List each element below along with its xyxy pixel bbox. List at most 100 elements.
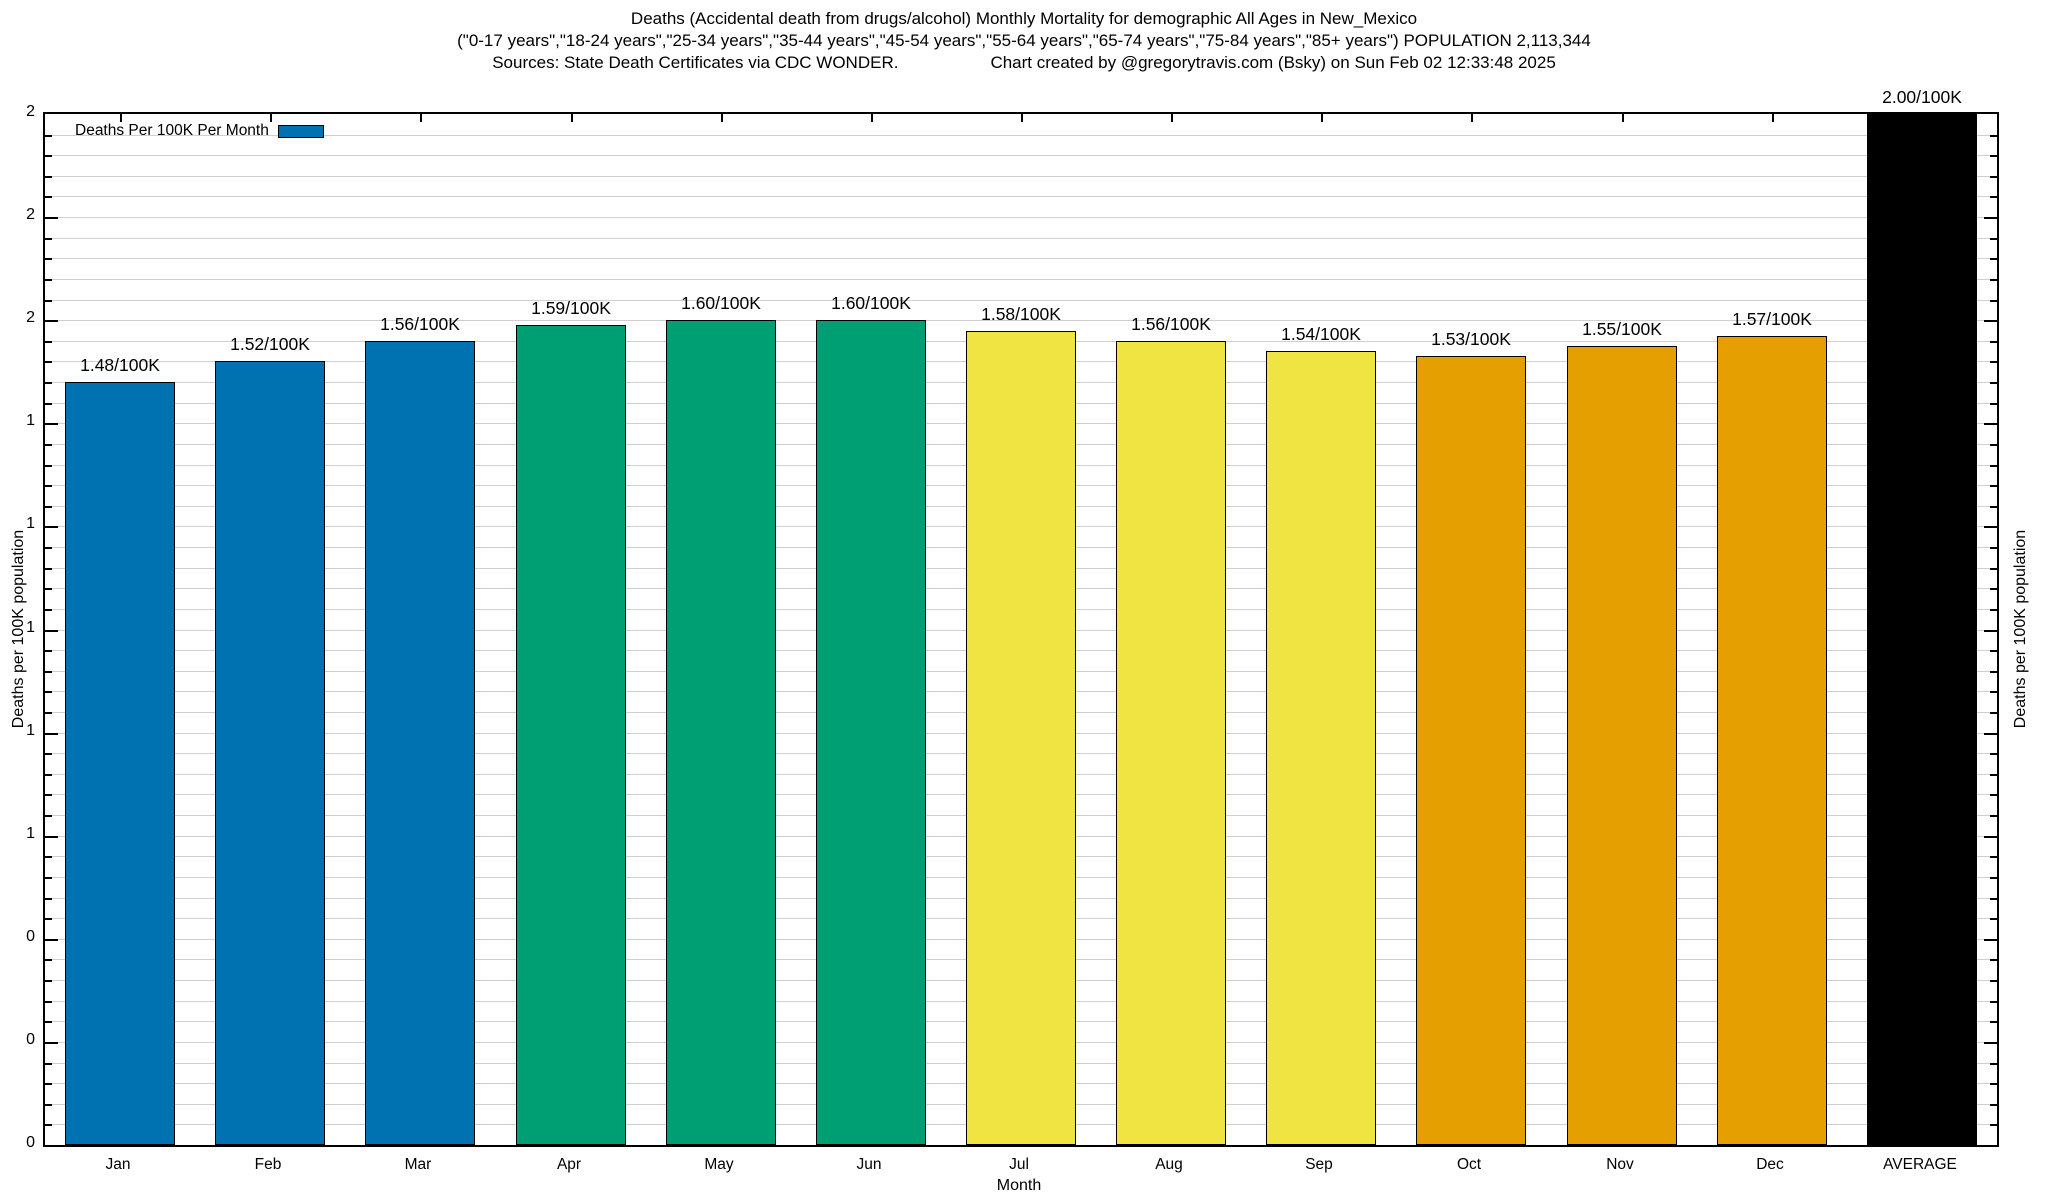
- bar-jun: [816, 320, 926, 1145]
- y-minor-tick: [1990, 815, 1997, 817]
- bar-dec: [1717, 336, 1827, 1145]
- y-minor-tick: [1990, 465, 1997, 467]
- y-minor-tick: [1990, 856, 1997, 858]
- y-minor-tick: [1990, 155, 1997, 157]
- bar-value-label-oct: 1.53/100K: [1431, 329, 1511, 349]
- y-major-tick: [1984, 320, 1997, 322]
- x-tick: [1471, 114, 1473, 122]
- x-tick: [1772, 114, 1774, 122]
- y-minor-tick: [1990, 300, 1997, 302]
- x-tick-label-may: May: [704, 1156, 734, 1173]
- bar-value-label-apr: 1.59/100K: [531, 298, 611, 318]
- x-tick: [1171, 114, 1173, 122]
- y-major-tick: [45, 526, 58, 528]
- y-major-tick: [45, 733, 58, 735]
- y-minor-tick: [45, 1124, 52, 1126]
- bar-value-label-jan: 1.48/100K: [80, 355, 160, 375]
- x-tick-label-aug: Aug: [1155, 1156, 1183, 1173]
- bar-jul: [966, 331, 1076, 1145]
- y-minor-tick: [1990, 753, 1997, 755]
- y-tick-label: 1: [26, 825, 35, 842]
- x-tick: [1021, 114, 1023, 122]
- y-minor-tick: [45, 959, 52, 961]
- y-minor-tick: [45, 753, 52, 755]
- x-tick-label-jul: Jul: [1009, 1156, 1029, 1173]
- x-tick: [571, 114, 573, 122]
- x-tick: [420, 114, 422, 122]
- y-tick-label: 0: [26, 1134, 35, 1151]
- x-tick: [270, 114, 272, 122]
- y-minor-tick: [45, 1001, 52, 1003]
- y-minor-tick: [45, 444, 52, 446]
- y-axis-label-right: Deaths per 100K population: [2012, 529, 2029, 729]
- y-minor-tick: [45, 547, 52, 549]
- x-tick-label-mar: Mar: [404, 1156, 432, 1173]
- y-tick-label: 1: [26, 619, 35, 636]
- legend-color-swatch: [277, 124, 324, 138]
- y-minor-tick: [1990, 568, 1997, 570]
- y-gridline: [45, 320, 1997, 321]
- bar-value-label-jun: 1.60/100K: [831, 293, 911, 313]
- y-minor-tick: [1990, 959, 1997, 961]
- y-minor-tick: [45, 361, 52, 363]
- y-gridline: [45, 155, 1997, 156]
- y-gridline: [45, 196, 1997, 197]
- bar-apr: [516, 325, 626, 1145]
- y-minor-tick: [45, 609, 52, 611]
- y-tick-label: 1: [26, 722, 35, 739]
- y-major-tick: [45, 1042, 58, 1044]
- y-minor-tick: [45, 1083, 52, 1085]
- chart-title-line3: Sources: State Death Certificates via CD…: [0, 52, 2048, 74]
- x-tick-label-feb: Feb: [254, 1156, 282, 1173]
- bar-mar: [365, 341, 475, 1145]
- y-major-tick: [45, 939, 58, 941]
- bar-oct: [1416, 356, 1526, 1145]
- y-minor-tick: [1990, 1063, 1997, 1065]
- y-minor-tick: [1990, 691, 1997, 693]
- y-minor-tick: [1990, 588, 1997, 590]
- y-minor-tick: [1990, 609, 1997, 611]
- y-minor-tick: [1990, 1124, 1997, 1126]
- y-tick-label: 1: [26, 412, 35, 429]
- y-minor-tick: [1990, 196, 1997, 198]
- y-major-tick: [1984, 836, 1997, 838]
- chart-credit-text: Chart created by @gregorytravis.com (Bsk…: [990, 53, 1556, 72]
- bar-value-label-jul: 1.58/100K: [981, 304, 1061, 324]
- plot-area: 1.48/100K 1.52/100K 1.56/100K 1.59/100K 1.60…: [43, 87, 1999, 1147]
- bar-value-label-sep: 1.54/100K: [1281, 324, 1361, 344]
- y-minor-tick: [1990, 341, 1997, 343]
- y-gridline: [45, 176, 1997, 177]
- y-major-tick: [1984, 1042, 1997, 1044]
- x-tick-label-jan: Jan: [105, 1156, 131, 1173]
- y-minor-tick: [45, 258, 52, 260]
- bar-value-label-average: 2.00/100K: [1882, 87, 1962, 107]
- chart-title-block: Deaths (Accidental death from drugs/alco…: [0, 8, 2048, 74]
- y-minor-tick: [45, 506, 52, 508]
- y-tick-label: 2: [26, 206, 35, 223]
- x-tick-label-oct: Oct: [1456, 1156, 1482, 1173]
- y-tick-label: 0: [26, 1031, 35, 1048]
- bar-value-label-nov: 1.55/100K: [1582, 319, 1662, 339]
- bar-value-label-may: 1.60/100K: [681, 293, 761, 313]
- y-minor-tick: [1990, 444, 1997, 446]
- x-tick: [1321, 114, 1323, 122]
- y-tick-label: 2: [26, 309, 35, 326]
- bar-aug: [1116, 341, 1226, 1145]
- y-minor-tick: [45, 671, 52, 673]
- y-minor-tick: [1990, 1104, 1997, 1106]
- x-axis-label: Month: [996, 1177, 1042, 1194]
- y-minor-tick: [45, 815, 52, 817]
- y-major-tick: [45, 217, 58, 219]
- x-tick-label-average: AVERAGE: [1883, 1156, 1957, 1173]
- x-tick: [120, 114, 122, 122]
- y-minor-tick: [1990, 980, 1997, 982]
- y-minor-tick: [1990, 382, 1997, 384]
- y-minor-tick: [45, 135, 52, 137]
- y-minor-tick: [45, 1063, 52, 1065]
- bar-value-label-aug: 1.56/100K: [1131, 314, 1211, 334]
- y-major-tick: [45, 423, 58, 425]
- y-major-tick: [1984, 217, 1997, 219]
- y-major-tick: [45, 630, 58, 632]
- y-minor-tick: [1990, 1021, 1997, 1023]
